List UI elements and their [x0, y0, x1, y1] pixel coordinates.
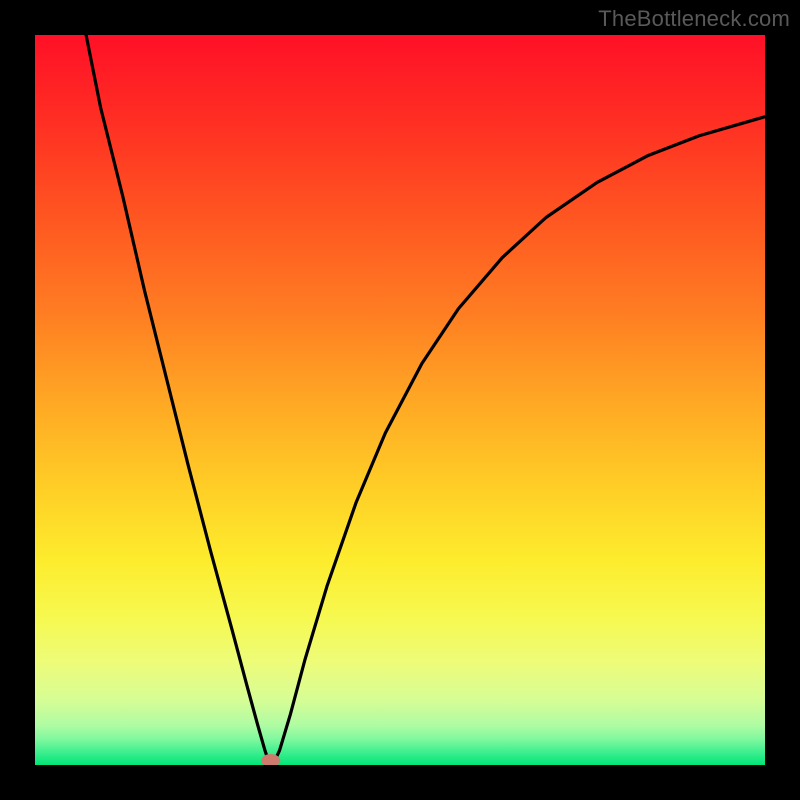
chart-area — [35, 35, 765, 765]
bottleneck-curve — [86, 35, 765, 761]
watermark-text: TheBottleneck.com — [598, 6, 790, 32]
chart-curve-layer — [35, 35, 765, 765]
